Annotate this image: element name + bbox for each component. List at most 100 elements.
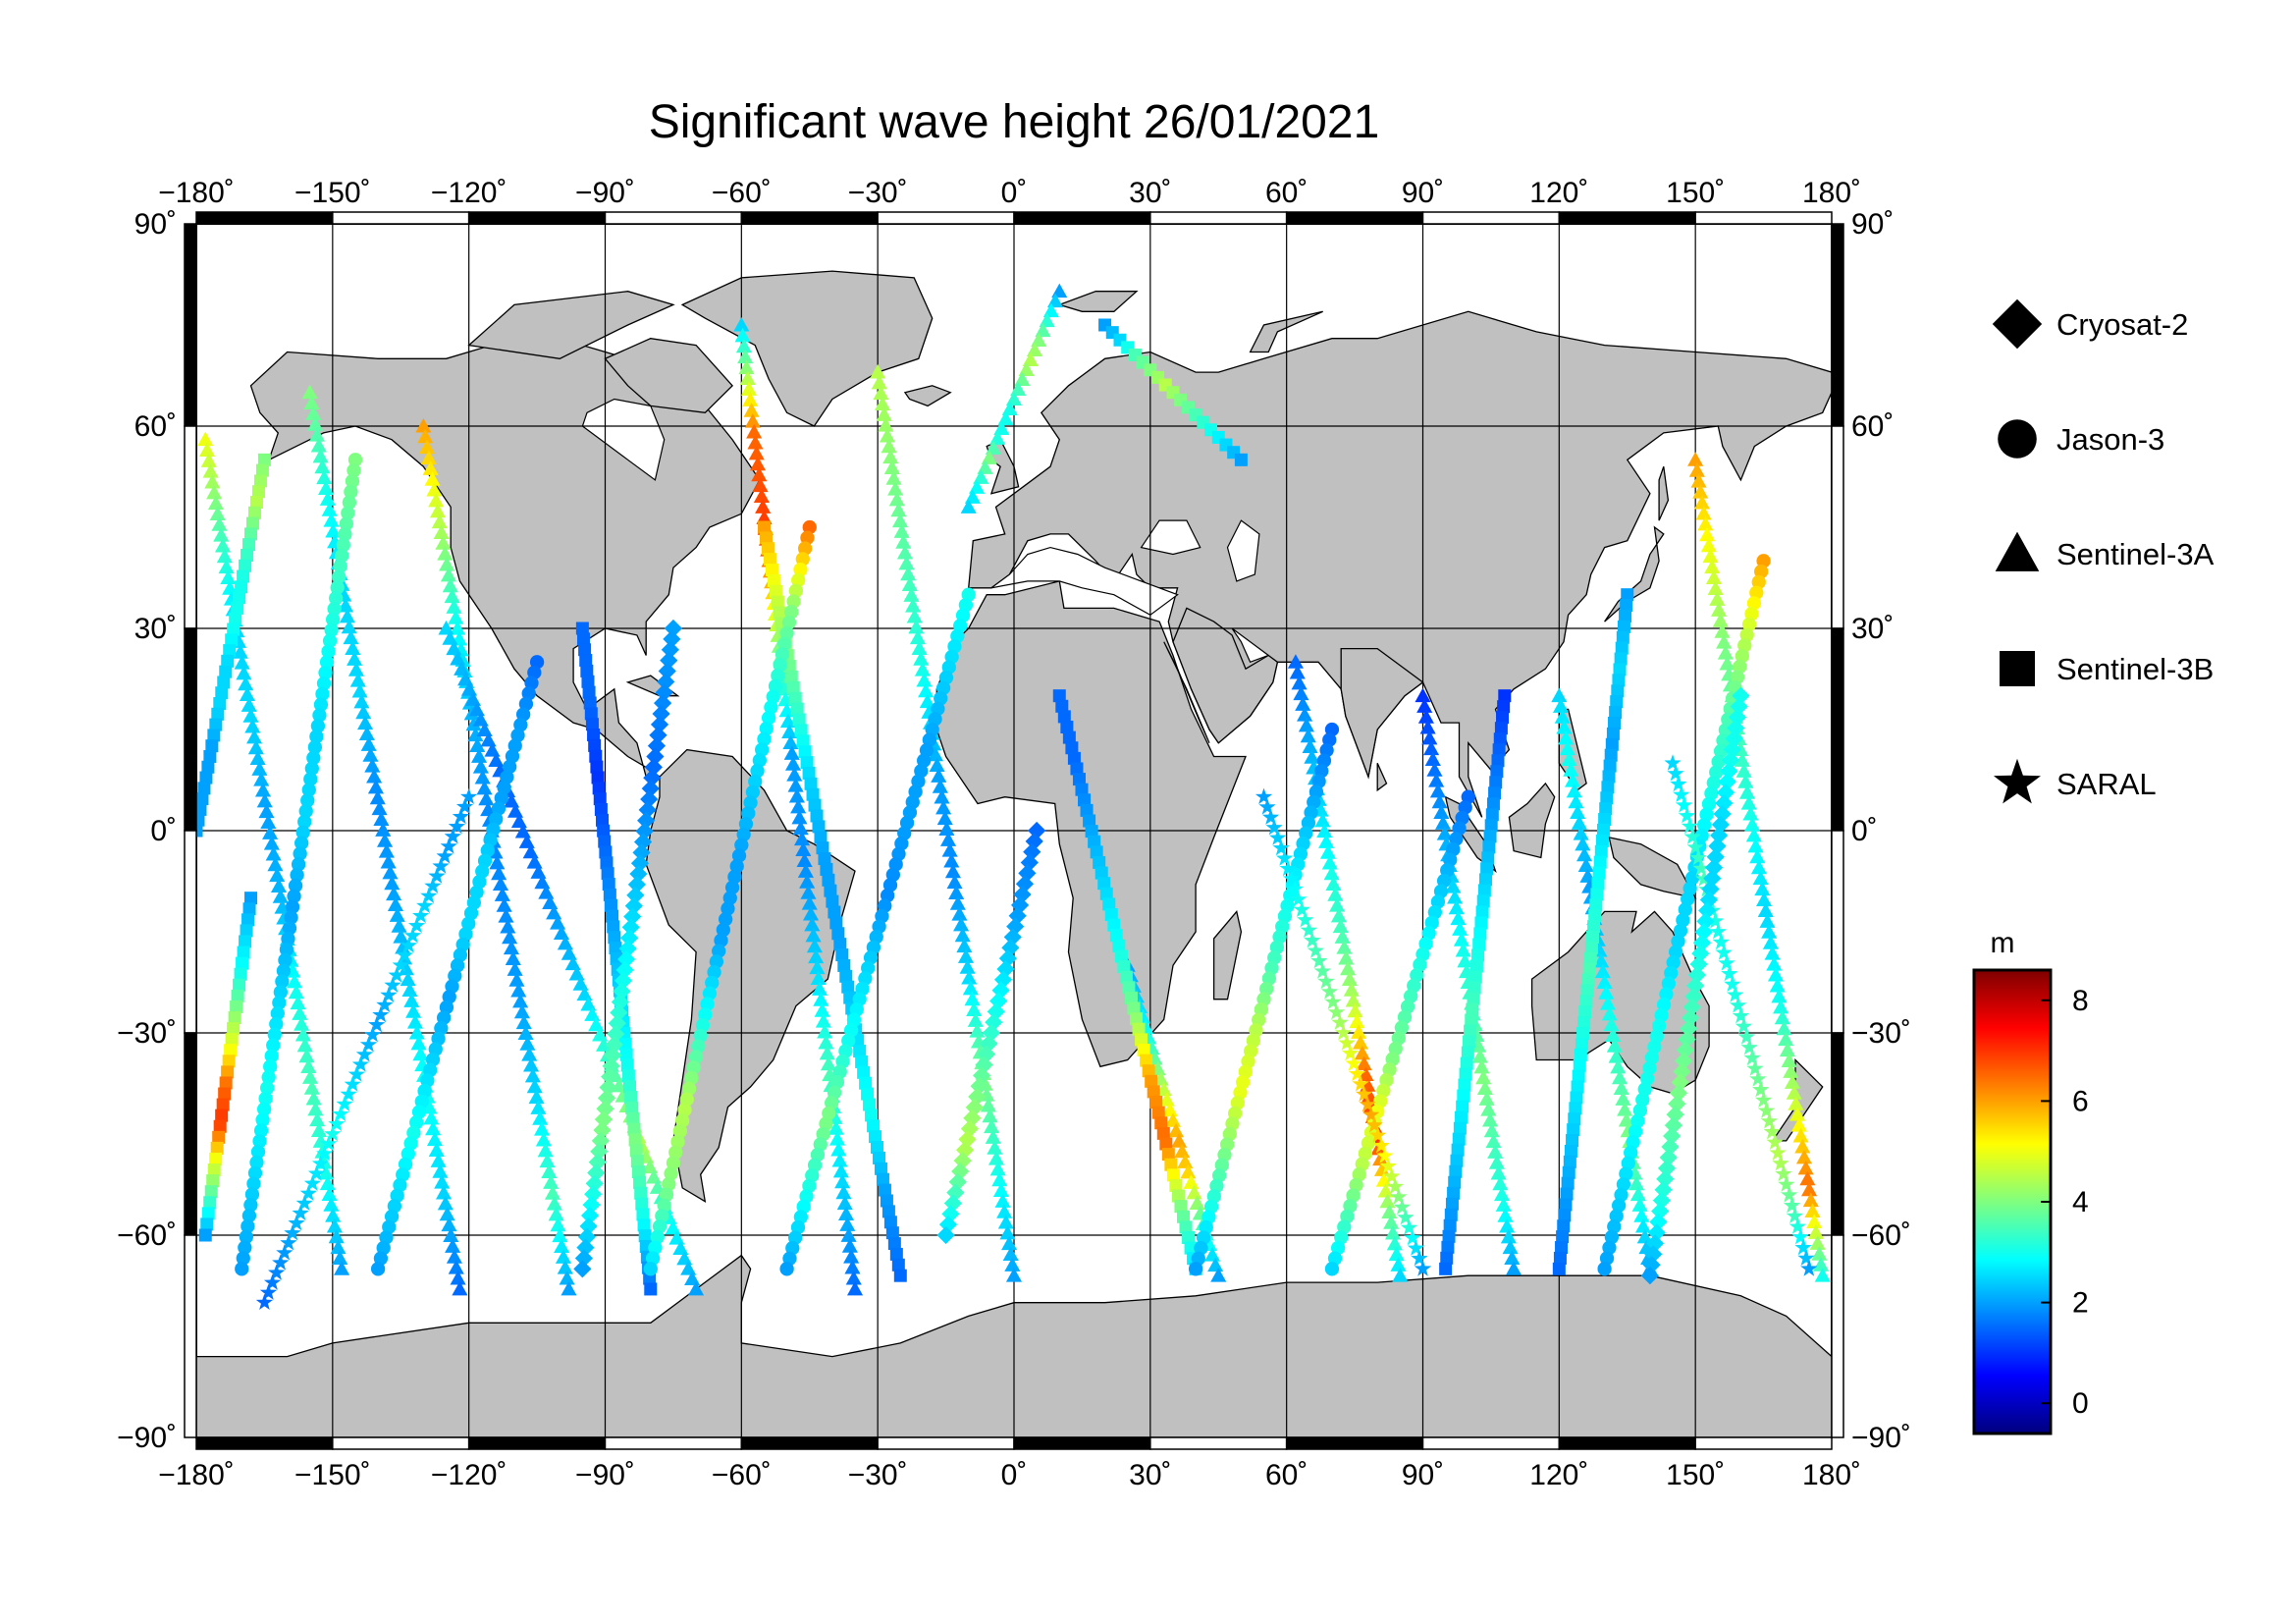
- track-point: [1701, 796, 1717, 811]
- track-point: [829, 916, 843, 930]
- track-point: [253, 772, 270, 786]
- track-point: [761, 711, 776, 726]
- track-point: [1577, 857, 1594, 873]
- track-point: [1706, 776, 1721, 790]
- track-point: [209, 1152, 223, 1165]
- track-point: [1557, 1219, 1571, 1233]
- track-point: [757, 520, 771, 534]
- track-point: [644, 758, 663, 777]
- track-point: [637, 811, 656, 830]
- track-point: [284, 1223, 301, 1241]
- track-point: [1119, 970, 1133, 984]
- track-point: [300, 1058, 317, 1074]
- track-point: [832, 1163, 849, 1178]
- track-point: [1729, 997, 1747, 1013]
- track-point: [1689, 848, 1707, 866]
- track-point: [664, 619, 683, 638]
- track-point: [1637, 1082, 1652, 1097]
- track-point: [235, 1262, 249, 1276]
- track-point: [652, 704, 670, 724]
- track-point: [753, 488, 770, 504]
- track-point: [387, 896, 404, 911]
- track-point: [1487, 1144, 1504, 1159]
- track-point: [1575, 1037, 1588, 1051]
- track-point: [1610, 1058, 1627, 1074]
- track-point: [1052, 689, 1066, 703]
- track-point: [1114, 949, 1128, 963]
- track-point: [441, 1217, 457, 1232]
- track-point: [602, 1056, 620, 1075]
- track-point: [380, 853, 397, 869]
- track-point: [843, 1249, 860, 1264]
- track-point: [1563, 762, 1579, 777]
- track-point: [833, 938, 847, 951]
- track-point: [428, 1142, 445, 1158]
- track-point: [618, 1037, 632, 1051]
- track-point: [555, 1249, 572, 1264]
- track-point: [1332, 918, 1349, 934]
- track-point: [268, 1264, 286, 1280]
- track-point: [1618, 1111, 1634, 1127]
- track-point: [439, 557, 455, 571]
- track-point: [800, 756, 814, 770]
- track-point: [1740, 1038, 1758, 1055]
- track-point: [765, 564, 778, 577]
- track-point: [344, 484, 358, 500]
- track-point: [241, 1208, 257, 1223]
- track-point: [1564, 773, 1581, 787]
- track-point: [1070, 762, 1084, 776]
- track-point: [591, 771, 605, 784]
- track-point: [521, 1047, 538, 1061]
- track-point: [601, 867, 614, 881]
- track-point: [836, 1195, 853, 1211]
- track-point: [448, 610, 464, 624]
- track-point: [1612, 674, 1626, 687]
- track-point: [712, 944, 726, 958]
- track-point: [624, 1091, 638, 1105]
- track-point: [1578, 1005, 1592, 1019]
- track-point: [1639, 1071, 1655, 1086]
- track-point: [845, 1270, 862, 1285]
- track-point: [1028, 821, 1046, 840]
- track-point: [221, 1065, 235, 1079]
- track-point: [301, 384, 318, 400]
- track-point: [1137, 1043, 1150, 1056]
- track-point: [918, 682, 934, 698]
- track-point: [932, 779, 948, 793]
- track-point: [270, 1005, 285, 1021]
- track-point: [200, 1217, 214, 1231]
- track-point: [1486, 797, 1500, 811]
- track-point: [812, 820, 826, 834]
- track-point: [1742, 806, 1759, 821]
- track-point: [809, 959, 826, 975]
- track-point: [1581, 973, 1595, 987]
- track-point: [292, 1005, 308, 1020]
- track-point: [1735, 649, 1749, 664]
- track-point: [543, 1174, 560, 1189]
- track-point: [559, 1271, 575, 1285]
- track-point: [935, 799, 952, 815]
- track-point: [771, 595, 784, 609]
- track-point: [393, 929, 409, 944]
- track-point: [677, 1103, 692, 1117]
- track-point: [1373, 1162, 1391, 1176]
- track-point: [778, 702, 795, 718]
- track-point: [716, 922, 730, 938]
- border-band-bottom: [332, 1436, 470, 1450]
- track-point: [835, 1184, 852, 1200]
- track-point: [820, 1055, 837, 1071]
- track-point: [1616, 1177, 1631, 1192]
- track-point: [878, 1183, 891, 1197]
- track-point: [1663, 1126, 1682, 1146]
- track-point: [1631, 1197, 1648, 1212]
- track-point: [831, 927, 845, 941]
- track-point: [460, 787, 478, 804]
- track-point: [1455, 1110, 1468, 1124]
- track-point: [1739, 627, 1754, 642]
- track-point: [1629, 1186, 1646, 1202]
- track-point: [1709, 765, 1724, 780]
- track-point: [602, 877, 615, 891]
- track-point: [256, 1102, 272, 1116]
- track-point: [439, 1206, 455, 1221]
- track-point: [1140, 1054, 1153, 1067]
